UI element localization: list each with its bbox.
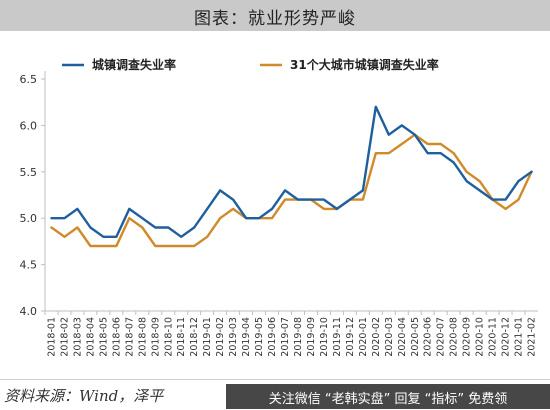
x-tick-label: 2020-06 bbox=[423, 317, 434, 357]
y-tick-label: 6.5 bbox=[20, 73, 38, 86]
axes bbox=[44, 71, 538, 312]
legend-label-series2: 31个大城市城镇调查失业率 bbox=[290, 57, 439, 72]
x-tick-label: 2018-01 bbox=[46, 317, 57, 357]
series-line-2 bbox=[50, 133, 533, 248]
x-tick-label: 2020-04 bbox=[397, 317, 408, 357]
x-tick-label: 2020-05 bbox=[410, 317, 421, 357]
series-line-1 bbox=[50, 105, 533, 239]
y-tick-label: 4.5 bbox=[20, 259, 38, 272]
x-axis-ticks: 2018-01 2018-02 2018-03 2018-04 2018-05 2018-… bbox=[44, 311, 538, 357]
x-tick-label: 2018-04 bbox=[85, 317, 96, 357]
x-tick-label: 2020-11 bbox=[488, 317, 499, 357]
x-tick-label: 2018-02 bbox=[59, 317, 70, 357]
x-tick-label: 2018-10 bbox=[163, 317, 174, 357]
x-tick-label: 2019-05 bbox=[254, 317, 265, 357]
x-tick-label: 2020-02 bbox=[371, 317, 382, 357]
y-tick-label: 4.0 bbox=[20, 305, 38, 318]
x-tick-label: 2019-07 bbox=[280, 317, 291, 357]
title-bar: 图表：就业形势严峻 bbox=[0, 0, 550, 31]
x-tick-label: 2018-09 bbox=[150, 317, 161, 357]
x-tick-label: 2019-02 bbox=[215, 317, 226, 357]
x-tick-label: 2019-04 bbox=[241, 317, 252, 357]
x-tick-label: 2019-01 bbox=[202, 317, 213, 357]
y-tick-label: 5.0 bbox=[20, 212, 38, 225]
x-tick-label: 2018-07 bbox=[124, 317, 135, 357]
series-lines bbox=[50, 105, 533, 248]
y-tick-label: 5.5 bbox=[20, 166, 38, 179]
x-tick-label: 2020-09 bbox=[462, 317, 473, 357]
y-axis-ticks: 4.0 4.5 5.0 5.5 6.0 6.5 bbox=[20, 73, 45, 318]
x-tick-label: 2018-05 bbox=[98, 317, 109, 357]
x-tick-label: 2019-10 bbox=[319, 317, 330, 357]
x-tick-label: 2020-08 bbox=[449, 317, 460, 357]
line-chart: 城镇调查失业率 31个大城市城镇调查失业率 4.0 4.5 5.0 5.5 6.0 6.5… bbox=[20, 57, 538, 357]
x-tick-label: 2019-12 bbox=[345, 317, 356, 357]
y-tick-label: 6.0 bbox=[20, 119, 38, 132]
watermark-text: 关注微信 “老韩实盘” 回复 “指标” 免费领 bbox=[268, 392, 508, 407]
x-tick-label: 2018-11 bbox=[176, 317, 187, 357]
x-tick-label: 2020-07 bbox=[436, 317, 447, 357]
x-tick-label: 2021-02 bbox=[527, 317, 538, 357]
x-tick-label: 2021-01 bbox=[514, 317, 525, 357]
x-tick-label: 2019-09 bbox=[306, 317, 317, 357]
x-tick-label: 2018-12 bbox=[189, 317, 200, 357]
x-tick-label: 2020-10 bbox=[475, 317, 486, 357]
x-tick-label: 2019-03 bbox=[228, 317, 239, 357]
x-tick-label: 2020-01 bbox=[358, 317, 369, 357]
x-tick-label: 2019-08 bbox=[293, 317, 304, 357]
source-note: 资料来源：Wind，泽平 bbox=[4, 387, 164, 405]
legend: 城镇调查失业率 31个大城市城镇调查失业率 bbox=[62, 57, 439, 72]
page-title: 图表：就业形势严峻 bbox=[194, 9, 356, 29]
legend-label-series1: 城镇调查失业率 bbox=[92, 57, 176, 72]
watermark-banner: 关注微信 “老韩实盘” 回复 “指标” 免费领 bbox=[226, 384, 550, 409]
x-tick-label: 2020-12 bbox=[501, 317, 512, 357]
x-tick-label: 2019-11 bbox=[332, 317, 343, 357]
x-tick-label: 2020-03 bbox=[384, 317, 395, 357]
x-tick-label: 2018-08 bbox=[137, 317, 148, 357]
x-tick-label: 2019-06 bbox=[267, 317, 278, 357]
x-tick-label: 2018-03 bbox=[72, 317, 83, 357]
x-tick-label: 2018-06 bbox=[111, 317, 122, 357]
